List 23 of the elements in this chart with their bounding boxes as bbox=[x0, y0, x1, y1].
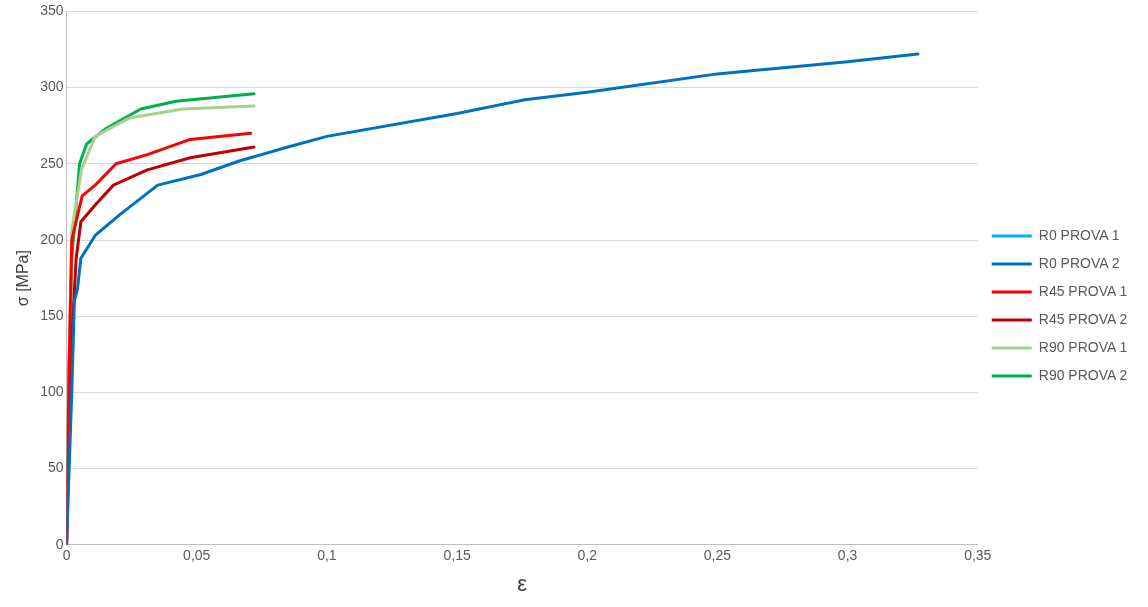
legend-label: R45 PROVA 2 bbox=[1038, 310, 1128, 327]
y-tick-label: 200 bbox=[40, 230, 64, 247]
legend-label: R0 PROVA 2 bbox=[1038, 254, 1120, 271]
y-tick-label: 100 bbox=[40, 383, 64, 400]
x-tick-label: 0,35 bbox=[964, 547, 992, 564]
y-tick-label: 350 bbox=[40, 2, 64, 19]
legend-label: R90 PROVA 2 bbox=[1038, 366, 1128, 383]
y-tick-label: 0 bbox=[55, 535, 64, 552]
y-axis-title: σ [MPa] bbox=[14, 250, 32, 307]
y-tick-label: 300 bbox=[40, 78, 64, 95]
legend-label: R45 PROVA 1 bbox=[1038, 282, 1128, 299]
legend-label: R90 PROVA 1 bbox=[1038, 338, 1128, 355]
x-tick-label: 0,25 bbox=[703, 547, 732, 564]
x-tick-label: 0,1 bbox=[317, 547, 337, 564]
y-tick-label: 50 bbox=[47, 459, 64, 476]
x-tick-label: 0,3 bbox=[837, 547, 858, 564]
y-tick-label: 150 bbox=[40, 307, 64, 324]
x-tick-label: 0,15 bbox=[443, 547, 471, 564]
x-axis-title: ε bbox=[517, 570, 528, 596]
legend-label: R0 PROVA 1 bbox=[1038, 226, 1120, 243]
y-tick-label: 250 bbox=[40, 154, 64, 171]
x-tick-label: 0,2 bbox=[577, 547, 598, 564]
x-tick-label: 0,05 bbox=[183, 547, 211, 564]
